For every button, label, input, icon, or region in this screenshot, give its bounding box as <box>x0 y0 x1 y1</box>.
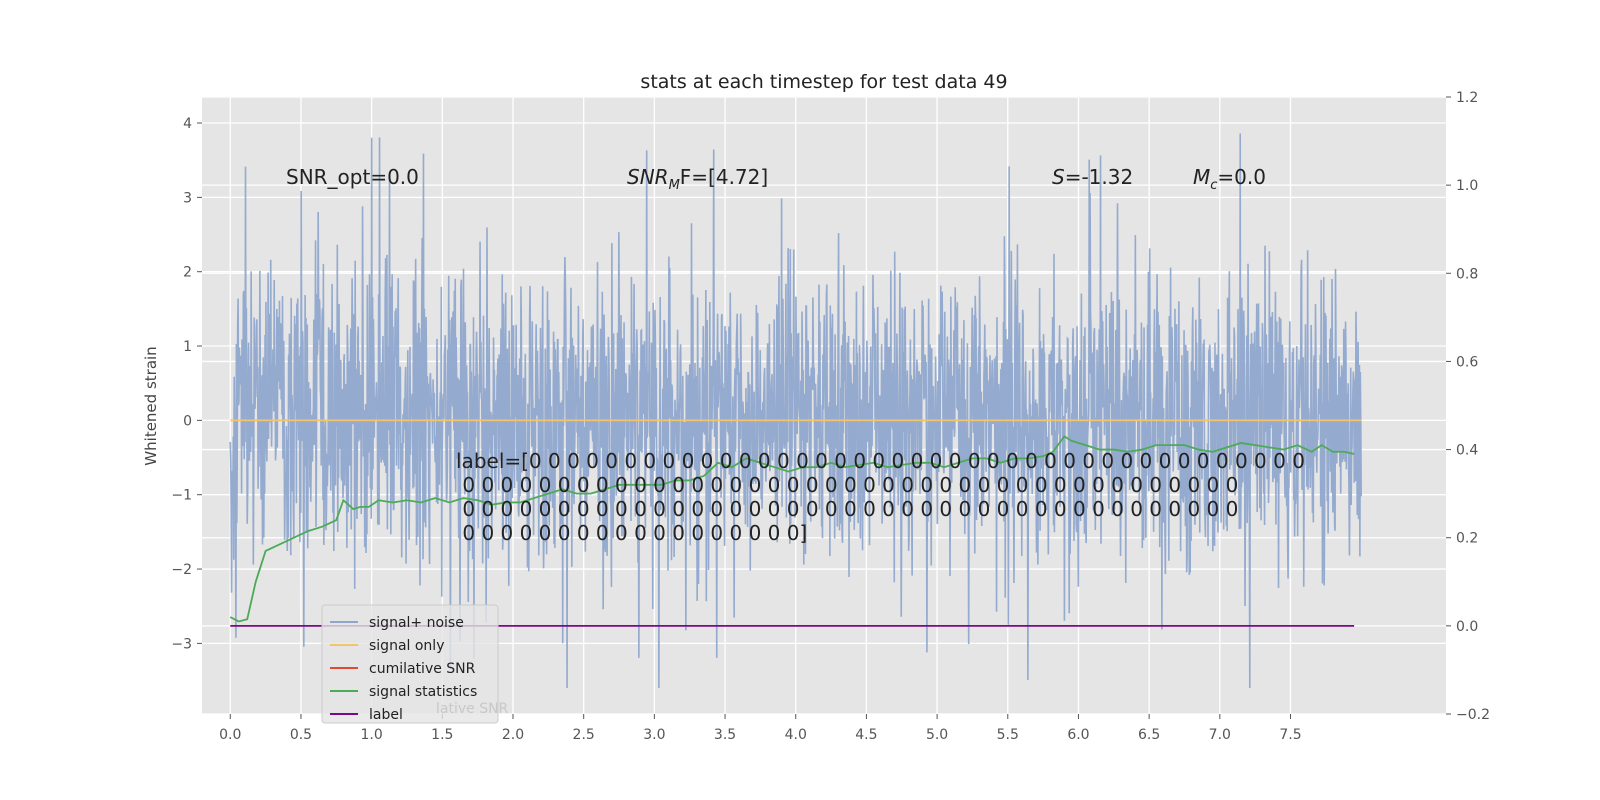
x-tick-label: 2.0 <box>502 727 524 743</box>
y2-tick-label: 0.2 <box>1456 531 1478 547</box>
mc-subscript: c <box>1210 178 1217 193</box>
y2-tick-label: 1.0 <box>1456 178 1478 194</box>
y-tick-label: 0 <box>183 413 192 429</box>
s-annotation: S=-1.32 <box>1052 165 1133 189</box>
label-line-2: 0 0 0 0 0 0 0 0 0 0 0 0 0 0 0 0 0 0 0 0 … <box>456 473 1238 497</box>
y2-tick-label: 0.6 <box>1456 354 1478 370</box>
legend: lative SNR signal+ noise signal only cumil… <box>321 604 509 724</box>
s-symbol: S <box>1052 165 1065 189</box>
label-line-4: 0 0 0 0 0 0 0 0 0 0 0 0 0 0 0 0 0 0] <box>456 521 807 545</box>
mc-symbol: M <box>1193 165 1210 189</box>
snr-mf-symbol: SNR <box>627 165 669 189</box>
signal-statistics-line <box>229 435 1355 623</box>
x-tick-label: 1.5 <box>431 727 453 743</box>
y-axis-ticks: 4 3 2 1 0 −1 −2 −3 <box>171 116 202 652</box>
y-tick-label: −3 <box>171 636 192 652</box>
y2-tick-label: 0.0 <box>1456 619 1478 635</box>
snr-mf-value: F=[4.72] <box>680 165 768 189</box>
s-value: =-1.32 <box>1065 165 1134 189</box>
y-tick-label: 4 <box>183 116 192 132</box>
signal-noise-series <box>229 133 1362 688</box>
y-tick-label: 3 <box>183 190 192 206</box>
y2-tick-label: 1.2 <box>1456 90 1478 106</box>
x-tick-label: 7.5 <box>1279 727 1301 743</box>
mc-annotation: Mc=0.0 <box>1193 165 1266 193</box>
x-axis-ticks: 0.0 0.5 1.0 1.5 2.0 2.5 3.0 3.5 4.0 4.5 5.0 5.5 6.0 6… <box>219 714 1302 743</box>
x-tick-label: 3.0 <box>643 727 665 743</box>
x-tick-label: 5.0 <box>926 727 948 743</box>
signal-noise-line <box>229 133 1362 688</box>
y2-tick-label: 0.8 <box>1456 266 1478 282</box>
x-tick-label: 5.5 <box>997 727 1019 743</box>
x-tick-label: 4.5 <box>855 727 877 743</box>
x-tick-label: 7.0 <box>1209 727 1231 743</box>
x-tick-label: 0.5 <box>290 727 312 743</box>
legend-items: signal+ noise signal only cumilative SNR si… <box>330 615 477 723</box>
y-tick-label: 2 <box>183 265 192 281</box>
legend-label: signal+ noise <box>369 615 464 631</box>
x-tick-label: 6.0 <box>1067 727 1089 743</box>
y2-axis-ticks: 1.2 1.0 0.8 0.6 0.4 0.2 0.0 −0.2 <box>1446 90 1490 723</box>
label-line-1: label=[0 0 0 0 0 0 0 0 0 0 0 0 0 0 0 0 0… <box>456 449 1305 473</box>
mc-value: =0.0 <box>1217 165 1266 189</box>
snr-opt-annotation: SNR_opt=0.0 <box>286 165 419 189</box>
x-tick-label: 3.5 <box>714 727 736 743</box>
x-tick-label: 6.5 <box>1138 727 1160 743</box>
x-tick-label: 2.5 <box>573 727 595 743</box>
legend-label: cumilative SNR <box>369 661 476 677</box>
legend-box <box>321 604 499 724</box>
y-tick-label: −1 <box>171 488 192 504</box>
y-axis-label: Whitened strain <box>142 346 160 465</box>
label-line-3: 0 0 0 0 0 0 0 0 0 0 0 0 0 0 0 0 0 0 0 0 … <box>456 497 1238 521</box>
legend-label: label <box>369 707 403 723</box>
x-tick-label: 0.0 <box>219 727 241 743</box>
legend-label: signal statistics <box>369 684 477 700</box>
y2-tick-label: −0.2 <box>1456 707 1490 723</box>
chart-title: stats at each timestep for test data 49 <box>640 71 1007 93</box>
snr-mf-annotation: SNRMF=[4.72] <box>627 165 768 193</box>
label-array-text: label=[0 0 0 0 0 0 0 0 0 0 0 0 0 0 0 0 0… <box>456 449 1305 545</box>
annotations: SNR_opt=0.0 SNRMF=[4.72] S=-1.32 Mc=0.0 <box>286 165 1266 193</box>
y-tick-label: −2 <box>171 562 192 578</box>
x-tick-label: 1.0 <box>361 727 383 743</box>
snr-mf-subscript: M <box>669 178 680 193</box>
x-tick-label: 4.0 <box>785 727 807 743</box>
legend-label: signal only <box>369 638 444 654</box>
y-tick-label: 1 <box>183 339 192 355</box>
legend-ghost-text: lative SNR <box>436 701 509 717</box>
y2-tick-label: 0.4 <box>1456 443 1478 459</box>
